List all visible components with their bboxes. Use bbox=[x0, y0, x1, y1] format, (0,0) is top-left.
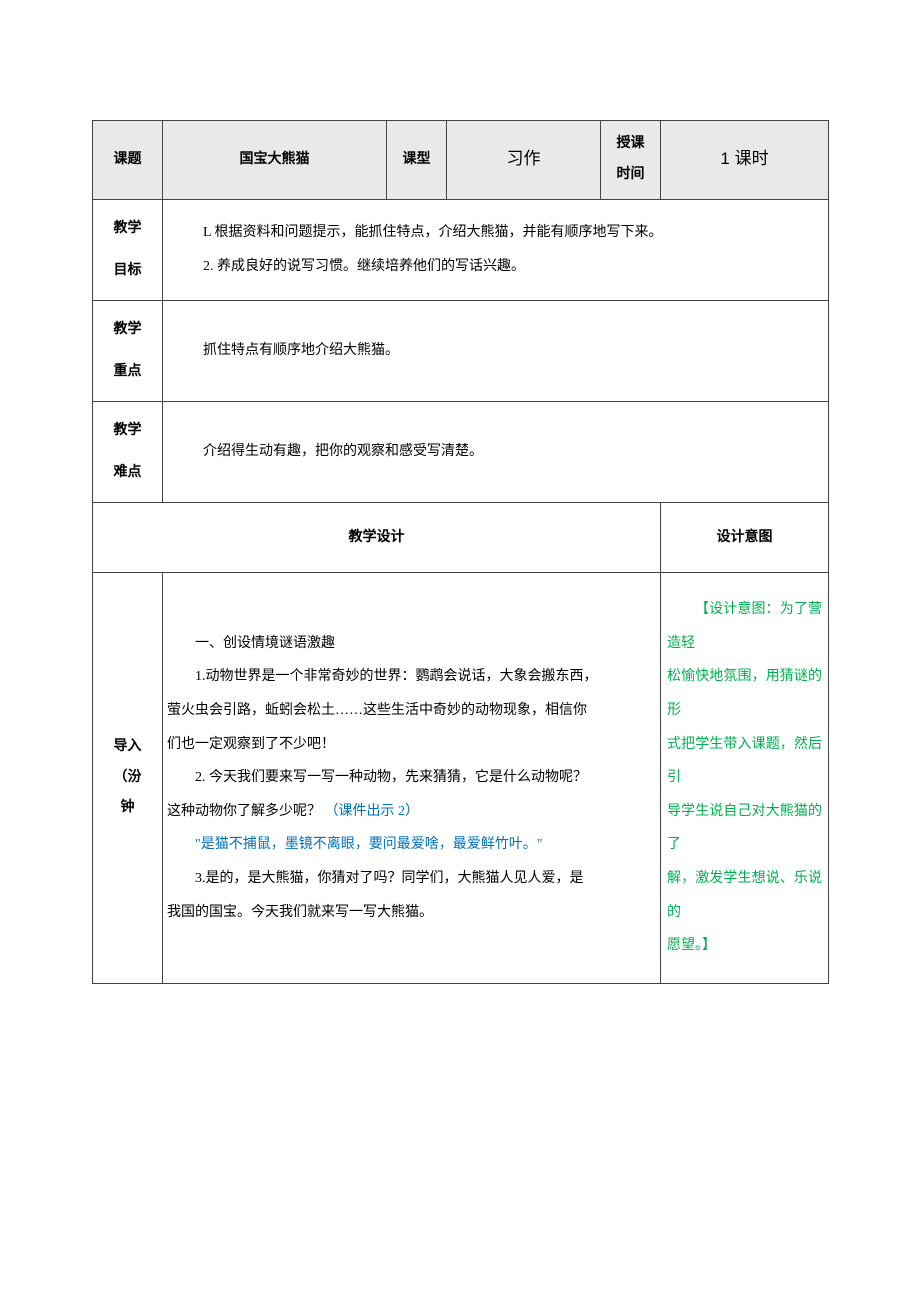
difficulty-row: 教学 难点 介绍得生动有趣，把你的观察和感受写清楚。 bbox=[93, 401, 829, 502]
intro-label-2: （汾 bbox=[114, 770, 142, 785]
intro-line-4b: 这种动物你了解多少呢？ bbox=[167, 804, 321, 819]
objectives-line-2: 2. 养成良好的说写习惯。继续培养他们的写话兴趣。 bbox=[175, 250, 816, 284]
intro-line-1: 1.动物世界是一个非常奇妙的世界：鹦鹉会说话，大象会搬东西， bbox=[167, 660, 656, 694]
intro-line-6b: 我国的国宝。今天我们就来写一写大熊猫。 bbox=[167, 896, 656, 930]
topic-label-cell: 课题 bbox=[93, 121, 163, 200]
focus-row: 教学 重点 抓住特点有顺序地介绍大熊猫。 bbox=[93, 300, 829, 401]
difficulty-content: 介绍得生动有趣，把你的观察和感受写清楚。 bbox=[175, 435, 816, 469]
objectives-label-cell: 教学 目标 bbox=[93, 199, 163, 300]
intent-line-4: 导学生说自己对大熊猫的了 bbox=[667, 795, 822, 862]
intent-line-1: 【设计意图：为了营造轻 bbox=[667, 593, 822, 660]
intro-content-cell: 一、创设情境谜语激趣 1.动物世界是一个非常奇妙的世界：鹦鹉会说话，大象会搬东西… bbox=[163, 573, 661, 984]
objectives-content-cell: L 根据资料和问题提示，能抓住特点，介绍大熊猫，并能有顺序地写下来。 2. 养成… bbox=[163, 199, 829, 300]
topic-label: 课题 bbox=[114, 152, 142, 167]
intent-header: 设计意图 bbox=[717, 530, 773, 545]
objectives-line-1: L 根据资料和问题提示，能抓住特点，介绍大熊猫，并能有顺序地写下来。 bbox=[175, 216, 816, 250]
intro-line-3: 们也一定观察到了不少吧！ bbox=[167, 728, 656, 762]
focus-label-cell: 教学 重点 bbox=[93, 300, 163, 401]
objectives-label-2: 目标 bbox=[114, 263, 142, 278]
topic-value: 国宝大熊猫 bbox=[240, 152, 310, 167]
intent-line-2: 松愉快地氛围，用猜谜的形 bbox=[667, 660, 822, 727]
intro-line-4-wrap: 这种动物你了解多少呢？ （课件出示 2） bbox=[167, 795, 656, 829]
intent-line-6: 愿望。】 bbox=[667, 929, 822, 963]
topic-value-cell: 国宝大熊猫 bbox=[163, 121, 387, 200]
type-value-cell: 习作 bbox=[447, 121, 601, 200]
difficulty-label-1: 教学 bbox=[114, 423, 142, 438]
focus-content: 抓住特点有顺序地介绍大熊猫。 bbox=[175, 334, 816, 368]
type-label: 课型 bbox=[403, 152, 431, 167]
intro-line-2: 萤火虫会引路，蚯蚓会松土……这些生活中奇妙的动物现象，相信你 bbox=[167, 694, 656, 728]
intent-header-cell: 设计意图 bbox=[661, 502, 829, 573]
design-header-row: 教学设计 设计意图 bbox=[93, 502, 829, 573]
intent-content-cell: 【设计意图：为了营造轻 松愉快地氛围，用猜谜的形 式把学生带入课题，然后引 导学… bbox=[661, 573, 829, 984]
difficulty-label-cell: 教学 难点 bbox=[93, 401, 163, 502]
intro-line-6a: 3.是的，是大熊猫，你猜对了吗？同学们，大熊猫人见人爱，是 bbox=[167, 862, 656, 896]
intro-line-4a: 2. 今天我们要来写一写一种动物，先来猜猜，它是什么动物呢？ bbox=[167, 761, 656, 795]
difficulty-label-2: 难点 bbox=[114, 465, 142, 480]
intent-line-5: 解，激发学生想说、乐说的 bbox=[667, 862, 822, 929]
intro-row: 导入 （汾 钟 一、创设情境谜语激趣 1.动物世界是一个非常奇妙的世界：鹦鹉会说… bbox=[93, 573, 829, 984]
type-value: 习作 bbox=[507, 149, 541, 168]
focus-content-cell: 抓住特点有顺序地介绍大熊猫。 bbox=[163, 300, 829, 401]
lesson-plan-table: 课题 国宝大熊猫 课型 习作 授课 时间 1 课时 教学 目标 L 根据资料和问… bbox=[92, 120, 829, 984]
time-value: 1 课时 bbox=[720, 149, 768, 168]
intro-section-title: 一、创设情境谜语激趣 bbox=[167, 627, 656, 661]
design-header: 教学设计 bbox=[349, 530, 405, 545]
time-label-cell: 授课 时间 bbox=[601, 121, 661, 200]
intro-label-cell: 导入 （汾 钟 bbox=[93, 573, 163, 984]
focus-label-2: 重点 bbox=[114, 364, 142, 379]
design-header-cell: 教学设计 bbox=[93, 502, 661, 573]
difficulty-content-cell: 介绍得生动有趣，把你的观察和感受写清楚。 bbox=[163, 401, 829, 502]
header-row: 课题 国宝大熊猫 课型 习作 授课 时间 1 课时 bbox=[93, 121, 829, 200]
intent-line-3: 式把学生带入课题，然后引 bbox=[667, 728, 822, 795]
focus-label-1: 教学 bbox=[114, 322, 142, 337]
type-label-cell: 课型 bbox=[387, 121, 447, 200]
intro-label-1: 导入 bbox=[114, 739, 142, 754]
time-value-cell: 1 课时 bbox=[661, 121, 829, 200]
time-label-2: 时间 bbox=[617, 167, 645, 182]
time-label-1: 授课 bbox=[617, 136, 645, 151]
intro-line-5: "是猫不捕鼠，墨镜不离眼，要问最爱啥，最爱鲜竹叶。" bbox=[167, 828, 656, 862]
intro-label-3: 钟 bbox=[121, 800, 135, 815]
objectives-row: 教学 目标 L 根据资料和问题提示，能抓住特点，介绍大熊猫，并能有顺序地写下来。… bbox=[93, 199, 829, 300]
objectives-label-1: 教学 bbox=[114, 221, 142, 236]
intro-line-4c: （课件出示 2） bbox=[325, 804, 420, 819]
